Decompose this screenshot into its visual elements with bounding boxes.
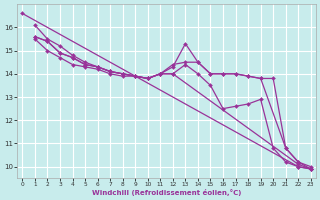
X-axis label: Windchill (Refroidissement éolien,°C): Windchill (Refroidissement éolien,°C) xyxy=(92,189,241,196)
